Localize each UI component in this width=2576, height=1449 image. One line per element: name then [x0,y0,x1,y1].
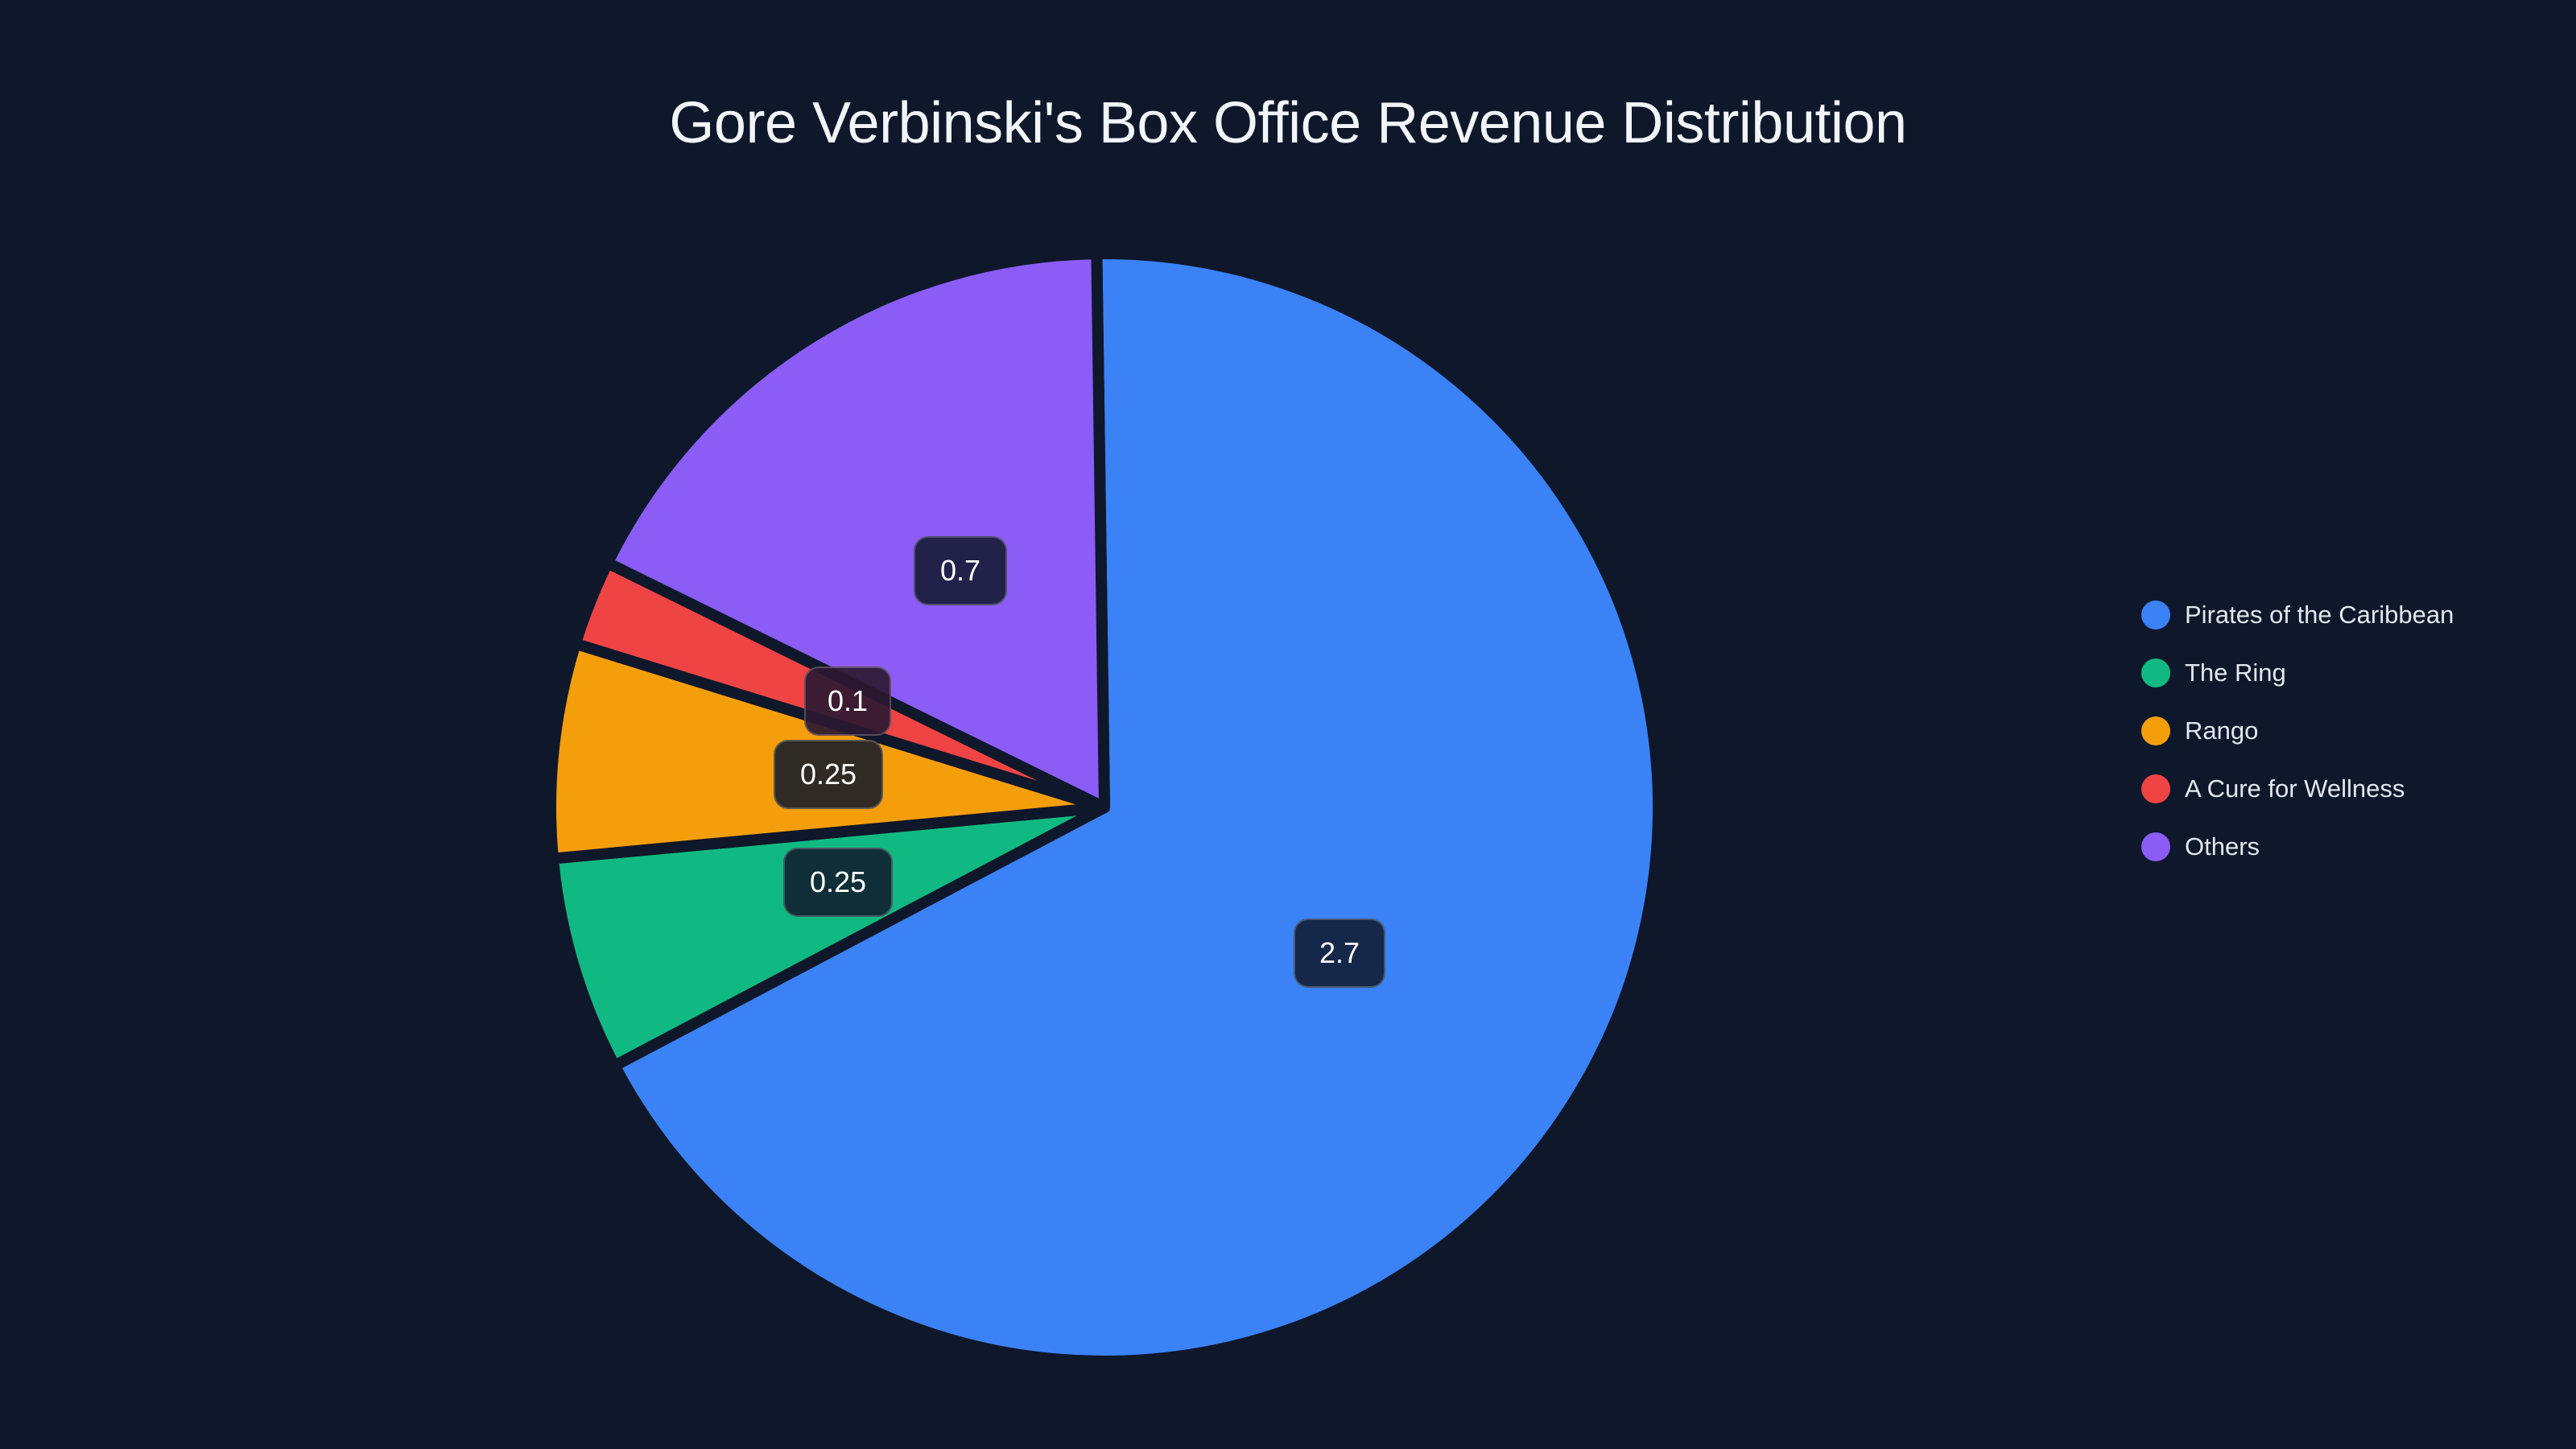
legend-marker-circle-icon [2141,832,2170,861]
chart-title: Gore Verbinski's Box Office Revenue Dist… [669,91,1907,155]
legend-label: Pirates of the Caribbean [2185,601,2454,629]
legend-item-others[interactable]: Others [2141,818,2454,876]
legend-item-the-ring[interactable]: The Ring [2141,644,2454,702]
data-label-rango: 0.25 [774,740,883,809]
pie-slice-pirates[interactable] [609,248,1664,1367]
legend-item-pirates[interactable]: Pirates of the Caribbean [2141,586,2454,644]
pie-slice-others[interactable] [601,248,1110,813]
legend-item-a-cure-for-wellness[interactable]: A Cure for Wellness [2141,760,2454,818]
pie-slices [545,248,1664,1367]
data-label-a-cure-for-wellness: 0.1 [804,667,891,736]
legend-marker-circle-icon [2141,774,2170,803]
legend-item-rango[interactable]: Rango [2141,702,2454,760]
legend-marker-circle-icon [2141,601,2170,630]
legend-label: Rango [2185,716,2259,745]
data-label-others: 0.7 [914,536,1007,605]
legend-label: The Ring [2185,658,2286,687]
pie-slice-the-ring[interactable] [547,802,1110,1071]
legend-marker-circle-icon [2141,716,2170,745]
data-label-pirates: 2.7 [1294,919,1385,988]
legend: Pirates of the Caribbean The Ring Rango … [2141,586,2454,876]
legend-marker-circle-icon [2141,658,2170,687]
legend-label: Others [2185,832,2260,861]
legend-label: A Cure for Wellness [2185,774,2405,803]
data-label-the-ring: 0.25 [783,848,893,917]
